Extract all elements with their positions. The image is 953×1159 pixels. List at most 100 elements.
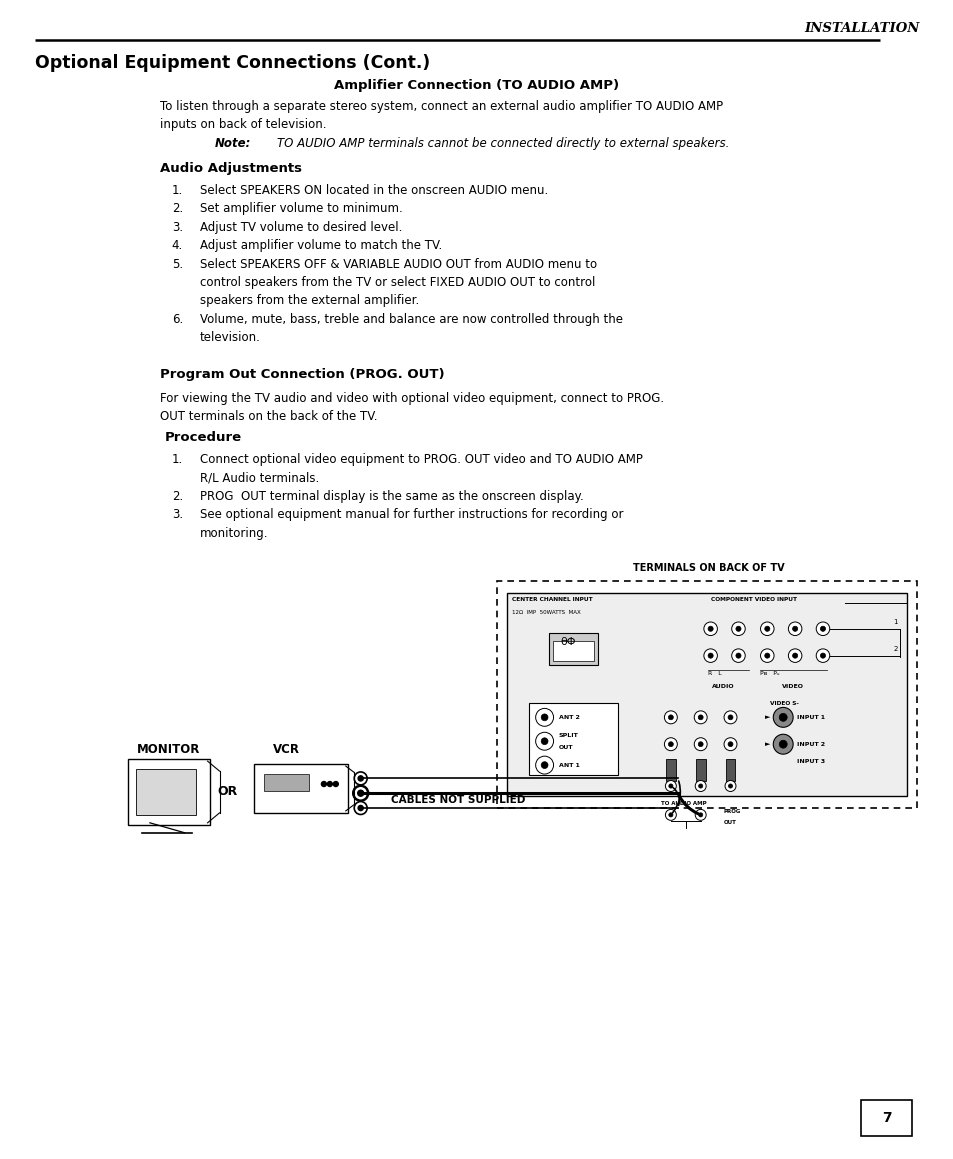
Text: INPUT 1: INPUT 1: [797, 715, 824, 720]
Text: TERMINALS ON BACK OF TV: TERMINALS ON BACK OF TV: [632, 563, 783, 573]
Text: PROG: PROG: [722, 809, 740, 814]
Text: For viewing the TV audio and video with optional video equipment, connect to PRO: For viewing the TV audio and video with …: [160, 393, 663, 406]
Circle shape: [663, 738, 677, 751]
Text: 2: 2: [892, 646, 897, 651]
Circle shape: [354, 772, 367, 785]
Circle shape: [792, 626, 797, 632]
Circle shape: [727, 742, 732, 746]
Text: OUT: OUT: [558, 745, 573, 750]
Text: TO AUDIO AMP: TO AUDIO AMP: [660, 801, 706, 806]
Text: Procedure: Procedure: [165, 431, 242, 444]
Text: MONITOR: MONITOR: [137, 743, 200, 756]
Text: R/L Audio terminals.: R/L Audio terminals.: [199, 472, 318, 484]
Bar: [665, 759, 675, 781]
Text: ►: ►: [764, 742, 769, 748]
Circle shape: [792, 653, 797, 658]
Text: 2.: 2.: [172, 490, 183, 503]
Bar: [136, 770, 195, 815]
Text: monitoring.: monitoring.: [199, 526, 268, 540]
Text: R   L: R L: [707, 671, 720, 676]
Circle shape: [707, 626, 713, 632]
Text: 3.: 3.: [172, 509, 183, 522]
Circle shape: [735, 653, 740, 658]
Circle shape: [816, 649, 829, 663]
Text: Amplifier Connection (TO AUDIO AMP): Amplifier Connection (TO AUDIO AMP): [335, 80, 618, 93]
Circle shape: [695, 780, 705, 792]
Circle shape: [764, 653, 769, 658]
Circle shape: [727, 715, 732, 720]
Circle shape: [535, 756, 553, 774]
Text: control speakers from the TV or select FIXED AUDIO OUT to control: control speakers from the TV or select F…: [199, 276, 595, 289]
Circle shape: [735, 626, 740, 632]
Text: OUT terminals on the back of the TV.: OUT terminals on the back of the TV.: [160, 410, 377, 423]
Circle shape: [787, 622, 801, 635]
Text: SPLIT: SPLIT: [558, 732, 578, 738]
Bar: [725, 759, 735, 781]
Text: OUT: OUT: [722, 819, 736, 825]
Circle shape: [664, 780, 676, 792]
Circle shape: [698, 715, 702, 720]
Circle shape: [703, 649, 717, 663]
Text: COMPONENT VIDEO INPUT: COMPONENT VIDEO INPUT: [710, 597, 796, 602]
Circle shape: [540, 714, 547, 721]
Circle shape: [695, 809, 705, 821]
Circle shape: [731, 622, 744, 635]
Text: ANT 2: ANT 2: [558, 715, 578, 720]
Text: CABLES NOT SUPPLIED: CABLES NOT SUPPLIED: [390, 795, 524, 806]
Text: Adjust TV volume to desired level.: Adjust TV volume to desired level.: [199, 220, 401, 234]
Text: θΦ: θΦ: [560, 636, 576, 647]
Circle shape: [703, 622, 717, 635]
Bar: [528, 704, 618, 775]
Text: Select SPEAKERS ON located in the onscreen AUDIO menu.: Select SPEAKERS ON located in the onscre…: [199, 184, 547, 197]
Circle shape: [760, 649, 773, 663]
Text: 1: 1: [892, 619, 897, 625]
Circle shape: [773, 735, 792, 755]
Bar: [552, 641, 594, 661]
Circle shape: [773, 707, 792, 728]
Text: INPUT 2: INPUT 2: [797, 742, 824, 746]
Text: Pʙ   Pᵤ: Pʙ Pᵤ: [760, 671, 779, 676]
Circle shape: [353, 786, 368, 801]
Circle shape: [694, 738, 706, 751]
Text: 5.: 5.: [172, 257, 183, 270]
Circle shape: [787, 649, 801, 663]
Circle shape: [694, 710, 706, 724]
Circle shape: [668, 715, 673, 720]
Circle shape: [668, 783, 672, 788]
Text: Optional Equipment Connections (Cont.): Optional Equipment Connections (Cont.): [34, 53, 430, 72]
Text: Note:: Note:: [214, 137, 251, 151]
Text: 3.: 3.: [172, 220, 183, 234]
Text: Adjust amplifier volume to match the TV.: Adjust amplifier volume to match the TV.: [199, 239, 441, 253]
Circle shape: [540, 738, 547, 744]
Circle shape: [357, 806, 363, 810]
Circle shape: [698, 742, 702, 746]
Text: ►: ►: [764, 714, 769, 721]
Circle shape: [779, 741, 786, 749]
Text: 6.: 6.: [172, 313, 183, 326]
Circle shape: [731, 649, 744, 663]
Bar: [548, 633, 598, 664]
Circle shape: [820, 653, 824, 658]
Bar: [695, 759, 705, 781]
Text: Program Out Connection (PROG. OUT): Program Out Connection (PROG. OUT): [160, 367, 444, 380]
Text: AUDIO: AUDIO: [712, 685, 734, 690]
Text: TO AUDIO AMP terminals cannot be connected directly to external speakers.: TO AUDIO AMP terminals cannot be connect…: [277, 137, 729, 151]
Text: 1.: 1.: [172, 453, 183, 466]
Circle shape: [357, 775, 363, 781]
Circle shape: [535, 708, 553, 727]
Circle shape: [535, 732, 553, 750]
Text: television.: television.: [199, 331, 260, 344]
Circle shape: [728, 783, 732, 788]
Circle shape: [333, 781, 338, 787]
Circle shape: [764, 626, 769, 632]
Text: See optional equipment manual for further instructions for recording or: See optional equipment manual for furthe…: [199, 509, 622, 522]
Text: Connect optional video equipment to PROG. OUT video and TO AUDIO AMP: Connect optional video equipment to PROG…: [199, 453, 641, 466]
Text: PROG  OUT terminal display is the same as the onscreen display.: PROG OUT terminal display is the same as…: [199, 490, 583, 503]
Circle shape: [321, 781, 326, 787]
Circle shape: [820, 626, 824, 632]
Circle shape: [357, 790, 363, 796]
Text: Select SPEAKERS OFF & VARIABLE AUDIO OUT from AUDIO menu to: Select SPEAKERS OFF & VARIABLE AUDIO OUT…: [199, 257, 597, 270]
Text: 12Ω  IMP  50WATTS  MAX: 12Ω IMP 50WATTS MAX: [511, 610, 580, 615]
Circle shape: [724, 780, 735, 792]
Circle shape: [707, 653, 713, 658]
